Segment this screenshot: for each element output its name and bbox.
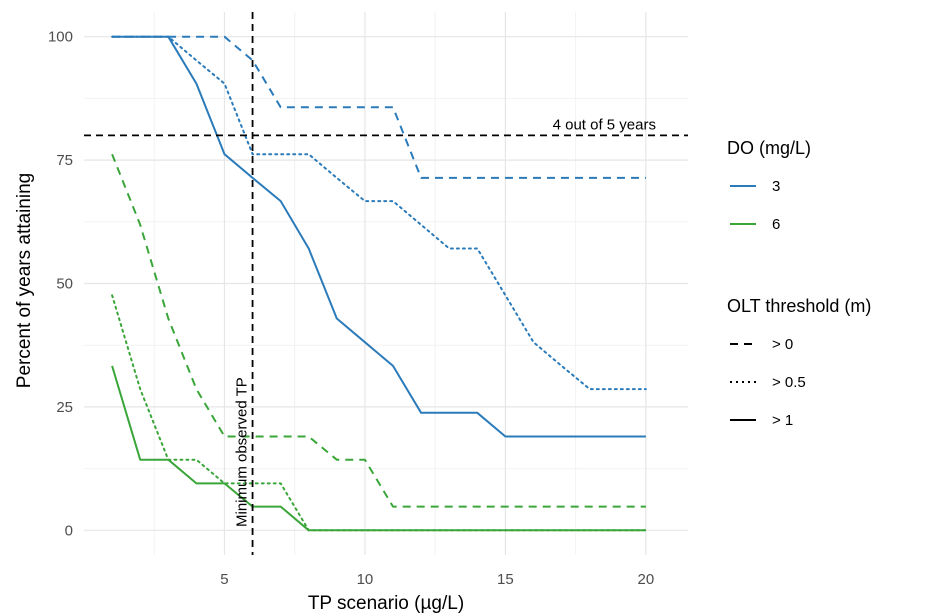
- reference-lines: 4 out of 5 years Minimum observed TP: [84, 12, 688, 555]
- grid-major: [84, 12, 688, 555]
- legend-color-title: DO (mg/L): [727, 138, 811, 158]
- y-tick-label: 75: [56, 152, 73, 169]
- series-line-do3-olt-dashed: [112, 35, 646, 179]
- grid-minor: [84, 12, 688, 555]
- reference-label-vertical: Minimum observed TP: [234, 377, 251, 527]
- series-line-do3-olt-solid: [112, 35, 646, 438]
- reference-label-horizontal: 4 out of 5 years: [553, 116, 656, 133]
- series-line-do6-olt-dotted: [111, 294, 647, 532]
- y-axis-label: Percent of years attaining: [14, 173, 35, 388]
- axis-ticks: 5 10 15 20 0 25 50 75 100: [48, 29, 654, 588]
- x-tick-label: 10: [357, 571, 374, 588]
- legend-linetype-title: OLT threshold (m): [727, 296, 871, 316]
- legend-linetype-label: > 0: [772, 336, 793, 353]
- x-axis-label: TP scenario (µg/L): [308, 593, 464, 614]
- legend-linetype-label: > 1: [772, 412, 793, 429]
- y-tick-label: 50: [56, 276, 73, 293]
- y-tick-label: 100: [48, 29, 73, 46]
- legend-color-label: 6: [772, 216, 780, 233]
- y-tick-label: 0: [65, 522, 73, 539]
- legend-color-label: 3: [772, 178, 780, 195]
- x-tick-label: 20: [638, 571, 655, 588]
- legend: DO (mg/L) OLT threshold (m) 3 6 > 0 > 0.5 > …: [727, 138, 871, 429]
- x-tick-label: 5: [220, 571, 228, 588]
- series-line-do6-olt-solid: [111, 365, 646, 532]
- series-lines: [111, 35, 647, 532]
- y-tick-label: 25: [56, 399, 73, 416]
- x-tick-label: 15: [497, 571, 514, 588]
- legend-linetype-label: > 0.5: [772, 374, 806, 391]
- series-line-do3-olt-dotted: [111, 35, 647, 391]
- series-line-do6-olt-dashed: [111, 153, 646, 508]
